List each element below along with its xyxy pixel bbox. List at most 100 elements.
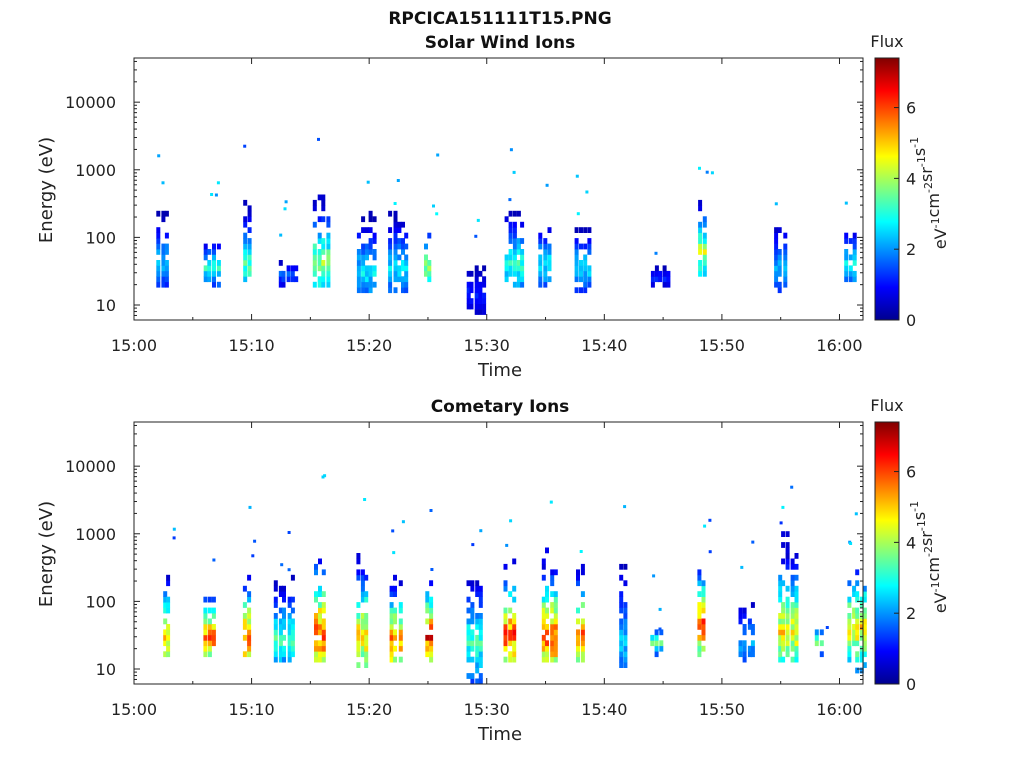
flux-cell	[203, 624, 208, 630]
flux-cell	[203, 270, 208, 277]
flux-cell	[474, 309, 479, 315]
flux-cell	[286, 265, 291, 272]
flux-cell	[466, 298, 471, 304]
flux-cell	[547, 260, 552, 266]
flux-cell	[290, 596, 295, 603]
flux-cell	[393, 232, 398, 239]
flux-cell	[207, 634, 212, 641]
flux-speck	[216, 181, 220, 185]
flux-speck	[508, 198, 512, 202]
flux-cell	[847, 651, 852, 658]
flux-cell	[278, 270, 283, 277]
flux-cell	[372, 270, 377, 277]
flux-cell	[314, 645, 318, 652]
flux-cell	[852, 607, 857, 614]
flux-cell	[247, 210, 252, 217]
flux-cell	[156, 227, 161, 233]
flux-cell	[389, 591, 394, 597]
flux-cell	[247, 624, 252, 630]
flux-cell	[393, 276, 398, 283]
flux-cell	[429, 640, 434, 647]
flux-cell	[478, 303, 483, 310]
flux-cell	[583, 287, 588, 294]
flux-cell	[393, 210, 398, 217]
flux-cell	[574, 227, 579, 233]
colorbar-gradient	[874, 421, 900, 685]
plot-frame	[133, 421, 864, 685]
flux-cell	[623, 618, 628, 625]
flux-cell	[538, 232, 543, 239]
flux-cell	[318, 645, 322, 652]
flux-cell	[281, 281, 286, 288]
flux-cell	[541, 656, 546, 663]
flux-cell	[855, 634, 860, 641]
flux-cell	[278, 624, 283, 630]
flux-cell	[504, 216, 509, 223]
flux-cell	[862, 629, 867, 636]
flux-cell	[778, 580, 783, 587]
flux-cell	[579, 276, 583, 283]
flux-cell	[242, 624, 247, 630]
flux-cell	[862, 624, 867, 630]
flux-cell	[654, 645, 659, 652]
flux-cell	[326, 276, 331, 283]
flux-cell	[273, 585, 278, 592]
flux-cell	[212, 243, 216, 250]
flux-cell	[207, 645, 212, 652]
flux-cell	[662, 265, 667, 272]
flux-cell	[659, 645, 664, 652]
flux-cell	[397, 265, 402, 272]
flux-cell	[847, 618, 852, 625]
flux-cell	[847, 645, 852, 652]
flux-speck	[774, 202, 778, 206]
flux-cell	[508, 651, 513, 658]
flux-cell	[508, 238, 513, 244]
flux-cell	[855, 629, 860, 636]
y-axis: 10 100 1000 10000	[65, 424, 863, 685]
flux-cell	[273, 656, 278, 663]
flux-cell	[278, 645, 283, 652]
flux-cell	[580, 618, 585, 625]
flux-cell	[361, 243, 366, 250]
flux-cell	[273, 640, 278, 647]
flux-cell	[360, 574, 365, 581]
flux-cell	[356, 569, 361, 576]
flux-cell	[389, 656, 394, 663]
flux-speck	[157, 154, 161, 158]
colorbar-tick-label: 2	[906, 604, 916, 623]
flux-cell	[317, 232, 322, 239]
flux-cell	[553, 624, 558, 630]
colorbar-title: Flux	[870, 32, 903, 51]
flux-cell	[364, 640, 369, 647]
flux-cell	[424, 265, 428, 272]
flux-cell	[778, 613, 783, 619]
flux-cell	[847, 656, 852, 663]
flux-cell	[508, 591, 513, 597]
flux-cell	[356, 260, 361, 266]
flux-cell	[356, 281, 361, 288]
flux-speck	[366, 180, 370, 184]
flux-cell	[862, 613, 867, 619]
flux-cell	[287, 618, 292, 625]
flux-cell	[777, 254, 782, 261]
flux-cell	[777, 287, 782, 294]
flux-cell	[364, 651, 369, 658]
flux-cell	[326, 265, 331, 272]
flux-cell	[697, 613, 702, 619]
flux-cell	[750, 645, 755, 652]
flux-cell	[211, 640, 216, 647]
flux-cell	[738, 607, 743, 614]
flux-cell	[794, 585, 799, 592]
flux-cell	[847, 602, 852, 608]
flux-speck	[161, 181, 165, 185]
flux-cell	[397, 276, 402, 283]
flux-cell	[278, 585, 283, 592]
flux-cell	[203, 629, 208, 636]
colorbar: Flux 0 2 4 6 eV-1cm-2sr-1s-1	[870, 32, 950, 330]
flux-cell	[318, 656, 322, 663]
colorbar-tick-label: 6	[906, 463, 916, 482]
flux-cell	[368, 243, 373, 250]
flux-cell	[698, 249, 703, 255]
flux-cell	[701, 618, 706, 625]
flux-cell	[781, 656, 786, 663]
